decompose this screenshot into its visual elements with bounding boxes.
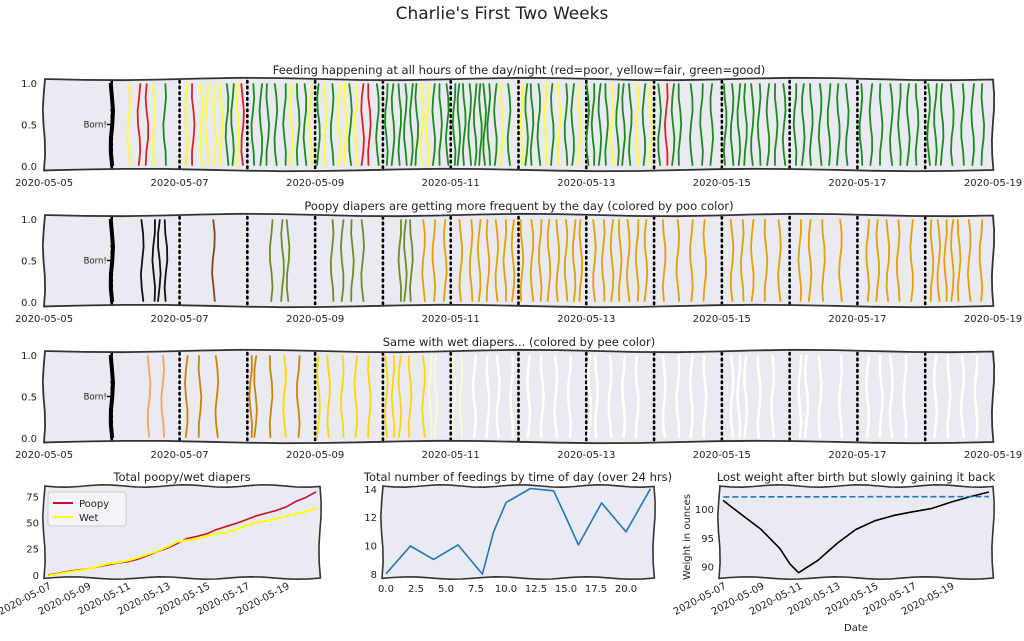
poops-ytick-label: 1.0 — [21, 215, 37, 226]
feedings-ytick-label: 0.5 — [21, 121, 37, 132]
feedings-xtick-label: 2020-05-13 — [557, 178, 615, 189]
poops-ytick-label: 0.0 — [21, 298, 37, 309]
totals-ytick-label: 75 — [26, 492, 39, 503]
weight-chart: Lost weight after birth but slowly gaini… — [672, 470, 996, 634]
wets-chart: Same with wet diapers... (colored by pee… — [15, 335, 1022, 461]
by-hour-ytick-label: 12 — [364, 513, 377, 524]
totals-ytick-label: 25 — [26, 545, 39, 556]
by-hour-chart: Total number of feedings by time of day … — [363, 470, 672, 595]
wets-ytick-label: 0.0 — [21, 434, 37, 445]
poops-xtick-label: 2020-05-07 — [151, 314, 209, 325]
feedings-xtick-label: 2020-05-05 — [15, 178, 73, 189]
poops-xtick-label: 2020-05-09 — [286, 314, 344, 325]
by-hour-ytick-label: 10 — [364, 541, 377, 552]
feedings-title: Feeding happening at all hours of the da… — [273, 63, 766, 77]
by-hour-xtick-label: 15.0 — [555, 584, 577, 595]
poops-xtick-label: 2020-05-11 — [422, 314, 480, 325]
feedings-xtick-label: 2020-05-07 — [151, 178, 209, 189]
wets-xtick-label: 2020-05-19 — [964, 450, 1022, 461]
weight-ytick-label: 90 — [701, 563, 714, 574]
feedings-chart: Feeding happening at all hours of the da… — [15, 63, 1022, 189]
feedings-xtick-label: 2020-05-19 — [964, 178, 1022, 189]
by-hour-xtick-label: 2.5 — [408, 584, 424, 595]
poops-xtick-label: 2020-05-19 — [964, 314, 1022, 325]
totals-legend-label: Poopy — [79, 499, 109, 510]
wets-xtick-label: 2020-05-11 — [422, 450, 480, 461]
by-hour-xtick-label: 5.0 — [438, 584, 454, 595]
by-hour-xtick-label: 17.5 — [585, 584, 607, 595]
by-hour-xtick-label: 7.5 — [468, 584, 484, 595]
weight-xlabel: Date — [844, 623, 868, 634]
poops-title: Poopy diapers are getting more frequent … — [304, 199, 733, 213]
totals-legend-label: Wet — [79, 513, 98, 524]
by-hour-ytick-label: 8 — [371, 570, 377, 581]
by-hour-xtick-label: 12.5 — [525, 584, 547, 595]
by-hour-xtick-label: 10.0 — [495, 584, 517, 595]
weight-ylabel: Weight in ounces — [682, 494, 693, 580]
by-hour-xtick-label: 0.0 — [378, 584, 394, 595]
poops-ytick-label: 0.5 — [21, 257, 37, 268]
totals-ytick-label: 50 — [26, 519, 39, 530]
wets-xtick-label: 2020-05-13 — [557, 450, 615, 461]
feedings-xtick-label: 2020-05-17 — [828, 178, 886, 189]
weight-title: Lost weight after birth but slowly gaini… — [717, 470, 996, 484]
feedings-xtick-label: 2020-05-11 — [422, 178, 480, 189]
by-hour-ytick-label: 14 — [364, 485, 377, 496]
weight-ytick-label: 100 — [695, 505, 714, 516]
feedings-xtick-label: 2020-05-15 — [693, 178, 751, 189]
wets-xtick-label: 2020-05-07 — [151, 450, 209, 461]
figure-title: Charlie's First Two Weeks — [396, 4, 609, 24]
wets-ytick-label: 1.0 — [21, 351, 37, 362]
poops-xtick-label: 2020-05-15 — [693, 314, 751, 325]
wets-ytick-label: 0.5 — [21, 393, 37, 404]
by-hour-xtick-label: 20.0 — [615, 584, 637, 595]
feedings-ytick-label: 1.0 — [21, 79, 37, 90]
feedings-xtick-label: 2020-05-09 — [286, 178, 344, 189]
by-hour-plot-area — [382, 486, 654, 578]
poops-xtick-label: 2020-05-13 — [557, 314, 615, 325]
wets-birth-label: Born! — [84, 393, 107, 403]
weight-plot-area — [719, 486, 993, 578]
wets-xtick-label: 2020-05-15 — [693, 450, 751, 461]
wets-xtick-label: 2020-05-05 — [15, 450, 73, 461]
feedings-ytick-label: 0.0 — [21, 162, 37, 173]
weight-ytick-label: 95 — [701, 534, 714, 545]
totals-title: Total poopy/wet diapers — [112, 470, 250, 484]
poops-birth-label: Born! — [84, 257, 107, 267]
totals-ytick-label: 0 — [33, 571, 39, 582]
wets-xtick-label: 2020-05-09 — [286, 450, 344, 461]
poops-xtick-label: 2020-05-17 — [828, 314, 886, 325]
totals-chart: Total poopy/wet diapers 02550752020-05-0… — [0, 470, 321, 618]
wets-xtick-label: 2020-05-17 — [828, 450, 886, 461]
poops-xtick-label: 2020-05-05 — [15, 314, 73, 325]
by-hour-title: Total number of feedings by time of day … — [363, 470, 672, 484]
poops-chart: Poopy diapers are getting more frequent … — [15, 199, 1022, 325]
wets-title: Same with wet diapers... (colored by pee… — [383, 335, 656, 349]
feedings-birth-label: Born! — [84, 121, 107, 131]
